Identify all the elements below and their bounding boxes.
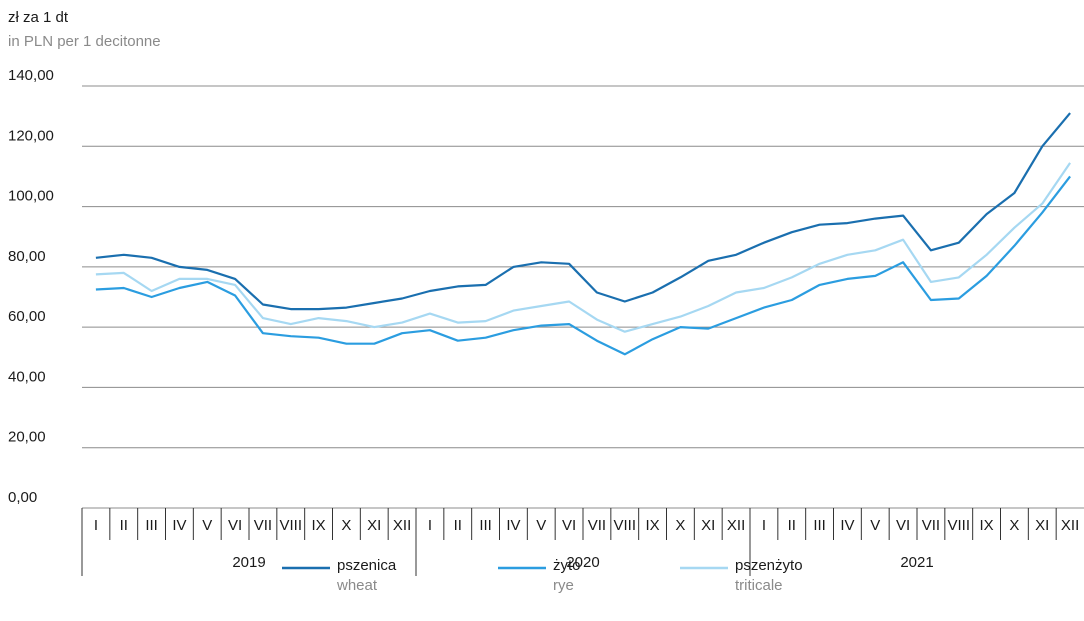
x-tick-label: IX [645, 517, 659, 534]
x-tick-label: IV [506, 517, 520, 534]
y-tick-label: 60,00 [8, 308, 46, 325]
y-tick-label: 20,00 [8, 429, 46, 446]
x-tick-label: I [428, 517, 432, 534]
x-tick-label: V [870, 517, 880, 534]
x-tick-label: X [1009, 517, 1019, 534]
legend-label-en: wheat [336, 577, 378, 594]
group-label: 2019 [232, 554, 265, 571]
y-tick-label: 120,00 [8, 127, 54, 144]
series-line [95, 175, 1071, 356]
x-tick-label: VII [588, 517, 606, 534]
x-tick-label: V [202, 517, 212, 534]
y-tick-label: 80,00 [8, 248, 46, 265]
x-tick-label: XII [393, 517, 411, 534]
x-tick-label: V [536, 517, 546, 534]
legend-label-en: triticale [735, 577, 783, 594]
x-tick-label: XI [367, 517, 381, 534]
x-tick-label: XI [701, 517, 715, 534]
y-tick-label: 40,00 [8, 368, 46, 385]
x-tick-label: II [454, 517, 462, 534]
x-tick-label: VIII [613, 517, 636, 534]
y-axis-title: zł za 1 dt [8, 9, 69, 26]
x-tick-label: VIII [279, 517, 302, 534]
x-tick-label: IX [311, 517, 325, 534]
x-tick-label: II [120, 517, 128, 534]
group-label: 2021 [900, 554, 933, 571]
x-tick-label: I [762, 517, 766, 534]
x-tick-label: XI [1035, 517, 1049, 534]
legend-label: żyto [553, 557, 581, 574]
group-label: 2020 [566, 554, 599, 571]
y-axis-title-en: in PLN per 1 decitonne [8, 33, 161, 50]
x-tick-label: X [341, 517, 351, 534]
x-tick-label: I [94, 517, 98, 534]
x-tick-label: III [813, 517, 826, 534]
legend-label: pszenżyto [735, 557, 803, 574]
y-tick-label: 0,00 [8, 489, 37, 506]
legend-label: pszenica [337, 557, 397, 574]
legend-label-en: rye [553, 577, 574, 594]
x-tick-label: IV [840, 517, 854, 534]
x-tick-label: VI [228, 517, 242, 534]
x-tick-label: III [479, 517, 492, 534]
x-tick-label: XII [1061, 517, 1079, 534]
y-tick-label: 100,00 [8, 188, 54, 205]
y-tick-label: 140,00 [8, 67, 54, 84]
series-line [95, 162, 1072, 333]
x-tick-label: III [145, 517, 158, 534]
x-tick-label: X [675, 517, 685, 534]
x-tick-label: XII [727, 517, 745, 534]
x-tick-label: IV [172, 517, 186, 534]
x-tick-label: II [788, 517, 796, 534]
x-tick-label: VII [922, 517, 940, 534]
x-tick-label: VII [254, 517, 272, 534]
x-tick-label: VI [896, 517, 910, 534]
series-line [95, 112, 1071, 311]
x-tick-label: VI [562, 517, 576, 534]
x-tick-label: IX [979, 517, 993, 534]
x-tick-label: VIII [947, 517, 970, 534]
